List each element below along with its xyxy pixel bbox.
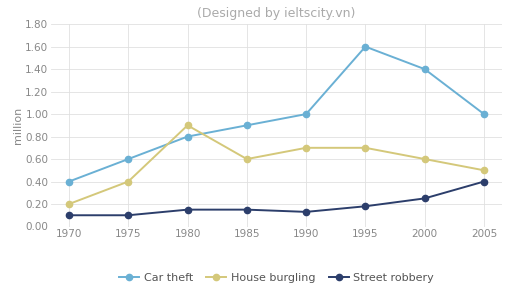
- House burgling: [125, 180, 132, 183]
- Car theft: [66, 180, 72, 183]
- Car theft: [125, 157, 132, 161]
- Street robbery: [184, 208, 190, 211]
- House burgling: [421, 157, 428, 161]
- Street robbery: [481, 180, 487, 183]
- Car theft: [184, 135, 190, 138]
- House burgling: [184, 124, 190, 127]
- Legend: Car theft, House burgling, Street robbery: Car theft, House burgling, Street robber…: [115, 268, 438, 288]
- Street robbery: [125, 214, 132, 217]
- Street robbery: [303, 210, 309, 214]
- House burgling: [481, 169, 487, 172]
- Line: Car theft: Car theft: [66, 43, 487, 185]
- Street robbery: [66, 214, 72, 217]
- House burgling: [303, 146, 309, 149]
- Line: House burgling: House burgling: [66, 122, 487, 207]
- Car theft: [421, 67, 428, 71]
- Y-axis label: million: million: [12, 107, 23, 144]
- House burgling: [66, 202, 72, 206]
- House burgling: [362, 146, 369, 149]
- House burgling: [244, 157, 250, 161]
- Car theft: [244, 124, 250, 127]
- Street robbery: [244, 208, 250, 211]
- Car theft: [303, 112, 309, 116]
- Line: Street robbery: Street robbery: [66, 178, 487, 218]
- Car theft: [481, 112, 487, 116]
- Car theft: [362, 45, 369, 48]
- Street robbery: [421, 197, 428, 200]
- Street robbery: [362, 204, 369, 208]
- Title: (Designed by ieltscity.vn): (Designed by ieltscity.vn): [197, 7, 356, 20]
